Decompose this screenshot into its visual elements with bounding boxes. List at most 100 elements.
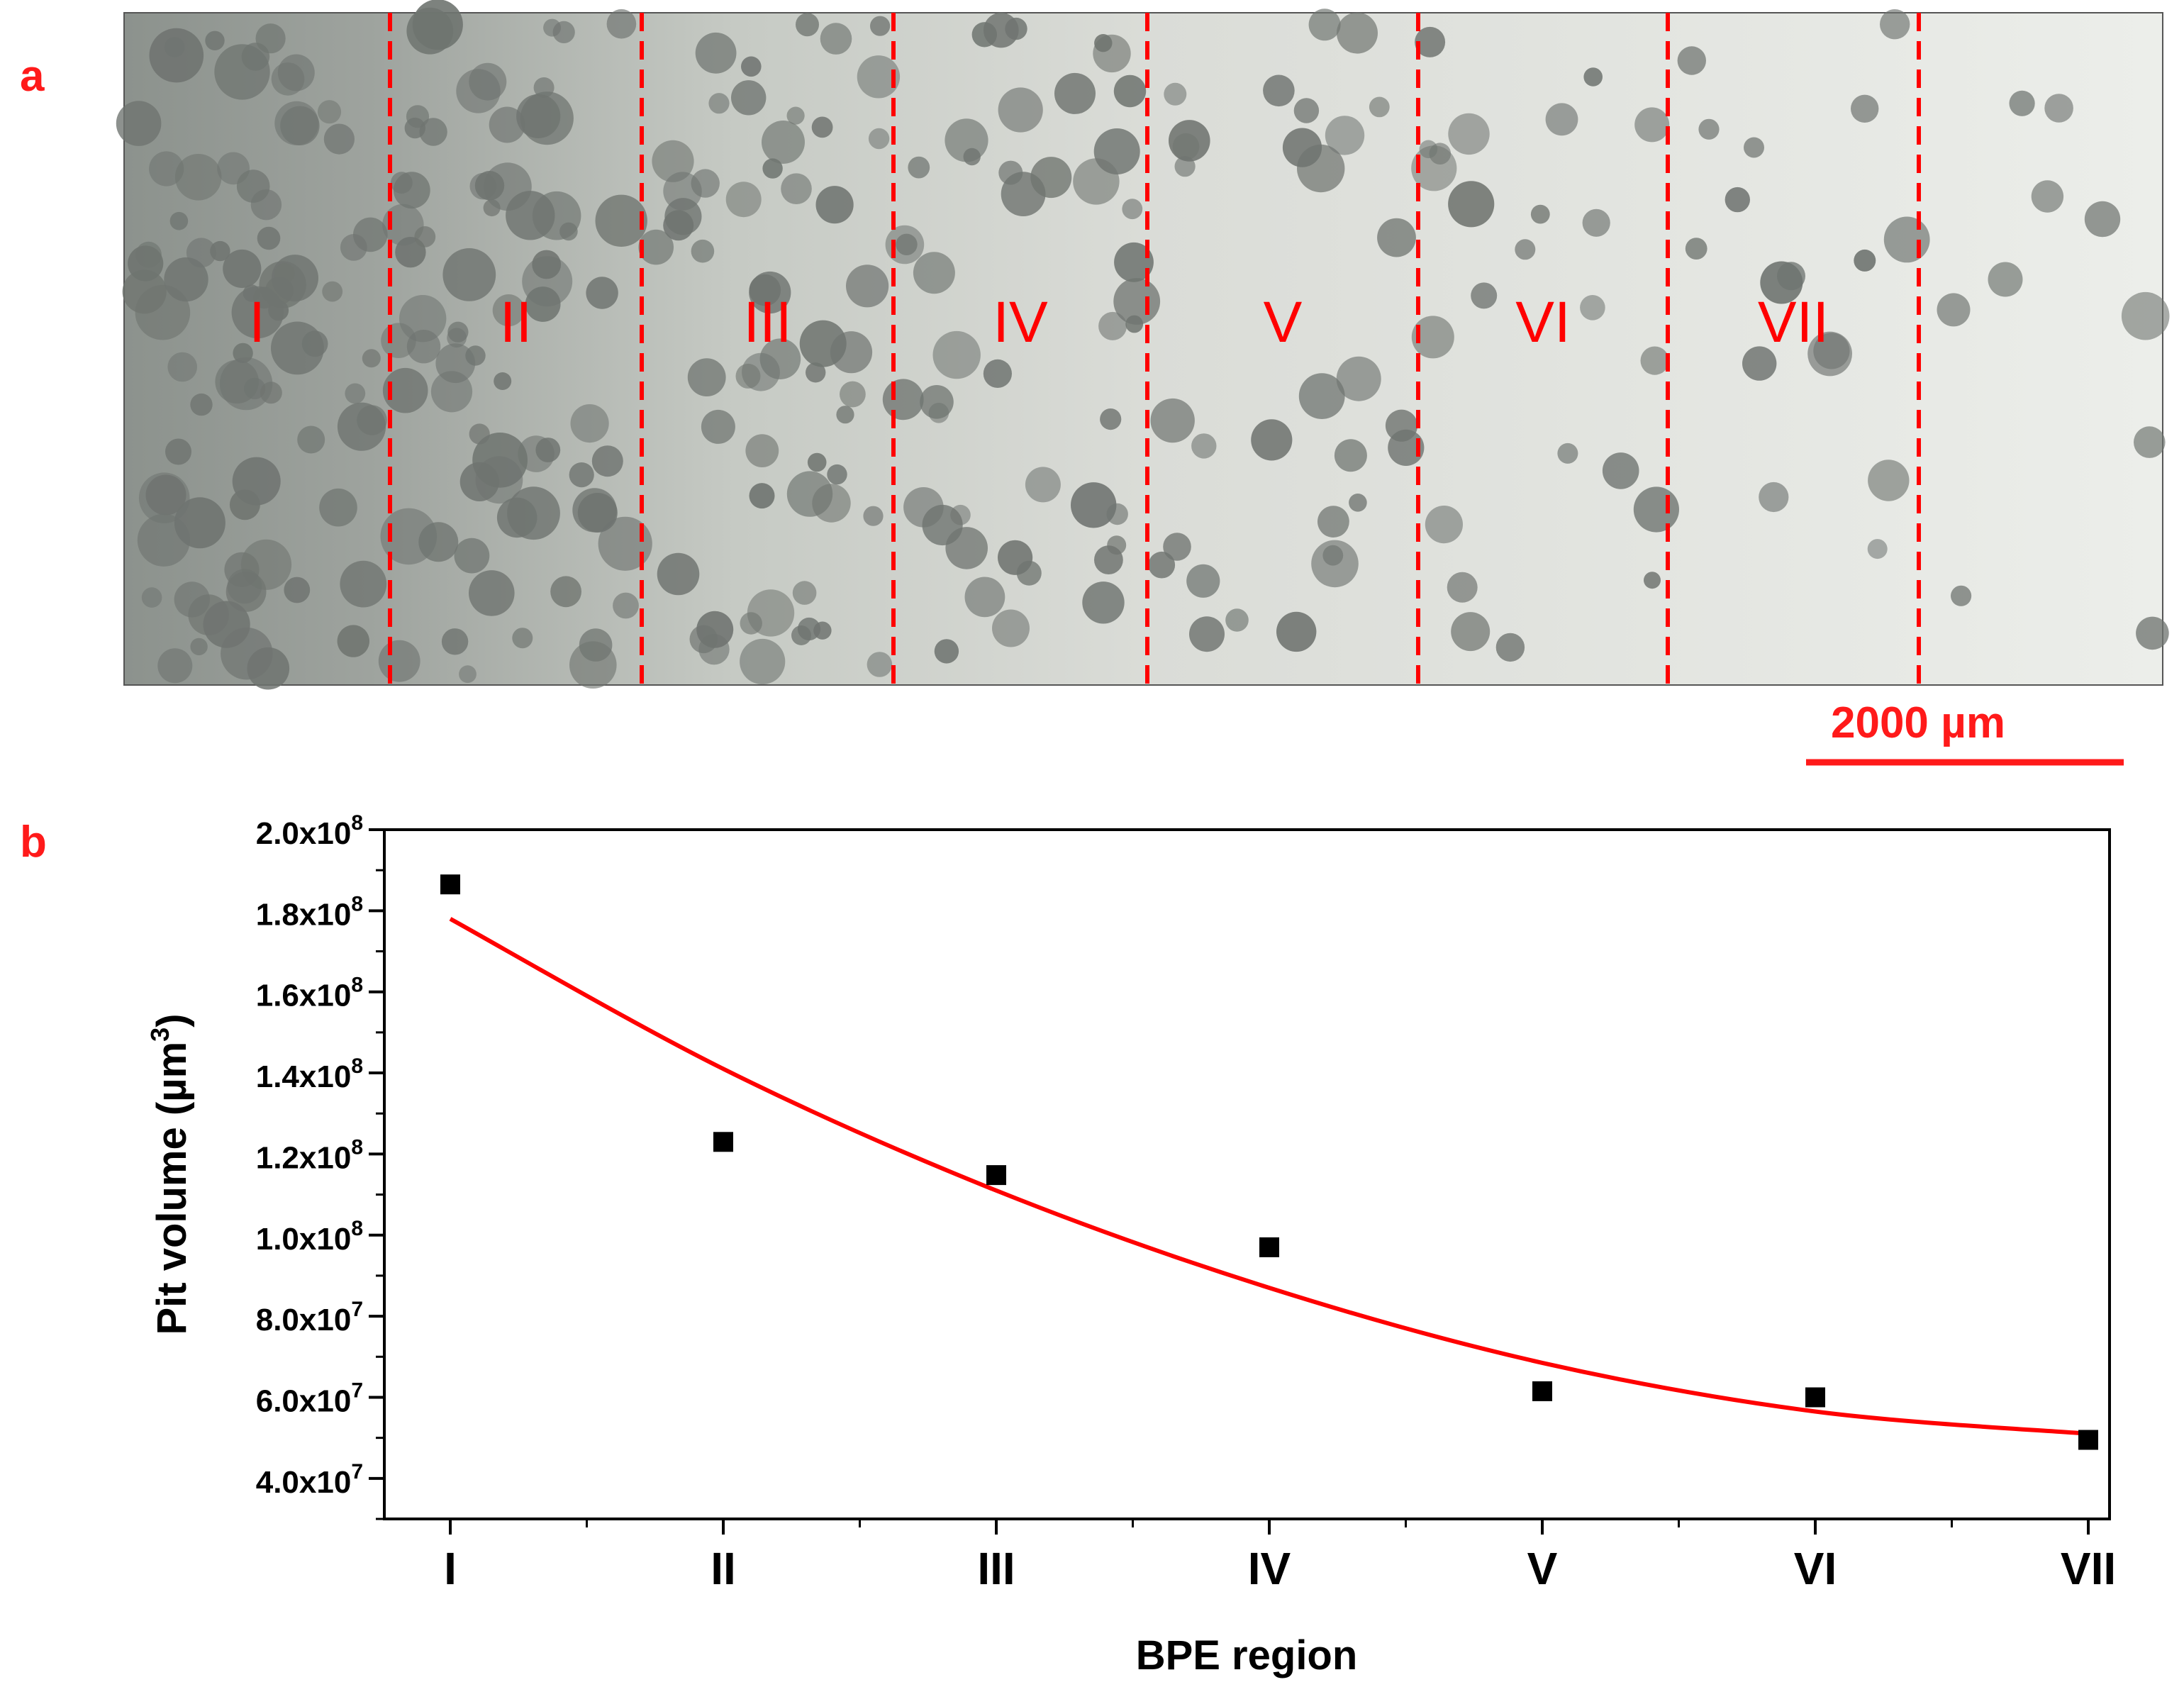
corrosion-pit	[1725, 186, 1750, 213]
corrosion-pit	[701, 409, 735, 444]
corrosion-pit	[1937, 293, 1971, 327]
corrosion-pit	[983, 359, 1012, 388]
corrosion-pit	[274, 263, 295, 284]
corrosion-pit	[1263, 74, 1295, 107]
corrosion-pit	[217, 152, 250, 185]
panel-b-label: b	[20, 818, 47, 867]
corrosion-pit	[1054, 72, 1096, 114]
corrosion-pit	[1276, 611, 1317, 652]
corrosion-pit	[1334, 439, 1367, 472]
x-axis-title: BPE region	[1136, 1632, 1358, 1678]
corrosion-pit	[1813, 333, 1850, 369]
corrosion-pit	[786, 106, 805, 125]
corrosion-pit	[271, 62, 305, 96]
corrosion-pit	[735, 363, 761, 389]
corrosion-pit	[570, 404, 609, 443]
y-tick-label: 1.4x108	[256, 1054, 363, 1094]
corrosion-pit	[1411, 316, 1454, 359]
corrosion-pit	[219, 357, 273, 411]
data-point	[2078, 1430, 2098, 1450]
corrosion-pit	[1317, 506, 1349, 538]
corrosion-pit	[796, 13, 819, 37]
corrosion-pit	[745, 434, 779, 467]
corrosion-pit	[868, 128, 890, 150]
corrosion-pit	[1016, 560, 1042, 586]
corrosion-pit	[749, 274, 781, 306]
corrosion-pit	[319, 488, 357, 527]
corrosion-pit	[469, 570, 515, 616]
micrograph-image: I II III IV V VI VII	[116, 0, 2170, 690]
region-label: VI	[1515, 290, 1570, 355]
corrosion-pit	[698, 634, 730, 665]
corrosion-pit	[731, 80, 767, 116]
y-tick-label: 1.8x108	[256, 892, 363, 932]
corrosion-pit	[867, 652, 893, 677]
corrosion-pit	[1325, 116, 1365, 155]
corrosion-pit	[913, 252, 955, 294]
corrosion-pit	[1580, 295, 1605, 321]
scale-bar-label: 2000 µm	[1831, 698, 2005, 747]
y-tick-label: 1.6x108	[256, 974, 363, 1013]
corrosion-pit	[465, 345, 486, 366]
corrosion-pit	[345, 383, 366, 404]
corrosion-pit	[992, 609, 1030, 647]
corrosion-pit	[932, 330, 981, 379]
corrosion-pit	[227, 569, 262, 604]
y-tick-label: 1.2x108	[256, 1135, 363, 1175]
corrosion-pit	[815, 186, 854, 224]
corrosion-pit	[1415, 26, 1446, 57]
corrosion-pit	[663, 172, 702, 211]
corrosion-pit	[190, 638, 208, 656]
corrosion-pit	[1388, 429, 1425, 467]
corrosion-pit	[522, 256, 573, 307]
corrosion-pit	[1150, 398, 1195, 443]
corrosion-pit	[998, 87, 1043, 133]
corrosion-pit	[572, 488, 617, 533]
corrosion-pit	[613, 592, 639, 619]
corrosion-pit	[595, 194, 647, 247]
corrosion-pit	[1448, 113, 1490, 155]
corrosion-pit	[231, 286, 284, 339]
corrosion-pit	[214, 44, 270, 100]
corrosion-pit	[586, 277, 618, 309]
corrosion-pit	[1530, 204, 1550, 224]
corrosion-pit	[1411, 145, 1457, 191]
corrosion-pit	[1633, 486, 1679, 533]
corrosion-pit	[1545, 103, 1578, 136]
corrosion-pit	[652, 140, 694, 182]
corrosion-pit	[419, 118, 447, 146]
corrosion-pit	[1174, 156, 1196, 177]
corrosion-pit	[1883, 216, 1930, 263]
corrosion-pit	[1988, 262, 2023, 297]
corrosion-pit	[469, 172, 497, 200]
data-point	[1532, 1381, 1552, 1401]
corrosion-pit	[945, 527, 988, 569]
corrosion-pit	[186, 238, 216, 268]
corrosion-pit	[456, 69, 501, 113]
corrosion-pit	[382, 204, 424, 246]
fit-curve	[449, 917, 2089, 1436]
corrosion-pit	[441, 628, 469, 655]
data-point	[713, 1132, 733, 1152]
corrosion-pit	[122, 269, 167, 314]
corrosion-pit	[137, 513, 190, 567]
corrosion-pit	[483, 199, 501, 217]
corrosion-pit	[1082, 581, 1125, 624]
corrosion-pit	[1447, 572, 1478, 603]
corrosion-pit	[827, 464, 847, 485]
corrosion-pit	[169, 211, 189, 230]
corrosion-pit	[820, 23, 852, 55]
y-axis-title-suffix: )	[149, 1013, 195, 1027]
corrosion-pit	[1640, 346, 1669, 375]
corrosion-pit	[1225, 608, 1249, 632]
corrosion-pit	[807, 452, 827, 472]
corrosion-pit	[382, 367, 428, 413]
corrosion-pit	[638, 229, 674, 265]
corrosion-pit	[1030, 157, 1072, 199]
corrosion-pit	[1425, 506, 1463, 544]
corrosion-pit	[811, 116, 833, 138]
region-label: VII	[1758, 290, 1829, 355]
corrosion-pit	[781, 173, 812, 204]
corrosion-pit	[1698, 118, 1720, 140]
corrosion-pit	[1005, 17, 1027, 40]
